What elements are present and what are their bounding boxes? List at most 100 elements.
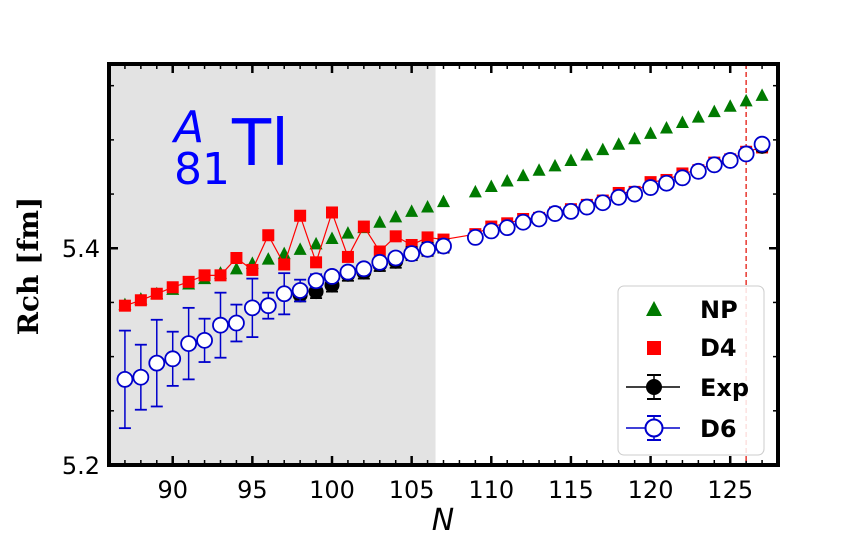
d4-point bbox=[262, 229, 275, 242]
d6-point bbox=[403, 245, 421, 263]
d6-point bbox=[259, 297, 277, 315]
d4-point bbox=[182, 275, 195, 288]
d6-point bbox=[530, 210, 548, 228]
y-tick-labels: 5.2 5.4 bbox=[62, 235, 100, 480]
np-point bbox=[468, 184, 482, 198]
d4-point bbox=[134, 294, 147, 307]
d4-point bbox=[246, 263, 259, 276]
d4-point bbox=[294, 209, 307, 222]
isotope-proton-number: 81 bbox=[174, 144, 230, 195]
d6-point bbox=[466, 229, 484, 246]
np-point bbox=[628, 131, 642, 145]
isotope-label: A 81 Tl bbox=[171, 102, 289, 195]
d4-point bbox=[310, 256, 323, 269]
d4-point bbox=[278, 258, 291, 271]
d6-point bbox=[355, 260, 373, 278]
d6-point bbox=[291, 282, 309, 299]
d6-point bbox=[689, 162, 707, 180]
x-tick-label: 100 bbox=[309, 476, 355, 504]
d6-point bbox=[116, 370, 134, 388]
d6-point bbox=[546, 205, 564, 222]
d6-point bbox=[737, 145, 755, 163]
d6-point bbox=[275, 285, 293, 303]
legend-entry-d4: D4 bbox=[647, 334, 737, 362]
x-tick-label: 125 bbox=[707, 476, 753, 504]
y-axis-label: Rch [fm] bbox=[12, 197, 45, 336]
np-point bbox=[723, 99, 737, 112]
np-point bbox=[580, 148, 594, 161]
d6-point bbox=[610, 188, 628, 206]
legend-entry-exp: Exp bbox=[626, 374, 749, 402]
d6-point bbox=[562, 202, 580, 220]
d4-point bbox=[214, 269, 227, 282]
np-point bbox=[261, 252, 275, 265]
d4-point bbox=[150, 287, 163, 300]
x-tick-label: 110 bbox=[468, 476, 514, 504]
np-point bbox=[596, 142, 610, 156]
legend-marker-d4 bbox=[647, 341, 661, 355]
legend-entry-d6: D6 bbox=[626, 415, 737, 443]
d6-point bbox=[658, 174, 675, 192]
d6-point bbox=[753, 135, 771, 153]
np-point bbox=[532, 163, 546, 176]
d6-point bbox=[339, 263, 357, 281]
np-point bbox=[437, 194, 450, 208]
d4-point bbox=[341, 250, 354, 263]
x-axis-label: N bbox=[432, 503, 454, 533]
legend-marker-d6 bbox=[644, 418, 664, 438]
d6-point bbox=[228, 314, 245, 332]
np-point bbox=[707, 104, 721, 118]
np-point bbox=[293, 242, 307, 255]
np-point bbox=[309, 236, 323, 250]
np-point bbox=[660, 120, 673, 134]
np-point bbox=[341, 226, 355, 239]
isotope-symbol: Tl bbox=[231, 107, 289, 181]
d6-point bbox=[482, 222, 500, 240]
data-marks bbox=[116, 88, 771, 430]
d4-point bbox=[230, 251, 243, 264]
d6-point bbox=[387, 249, 405, 267]
x-tick-label: 90 bbox=[157, 476, 188, 504]
d4-point bbox=[357, 220, 370, 233]
d6-point bbox=[419, 240, 436, 258]
np-point bbox=[612, 137, 626, 150]
d4-point bbox=[421, 231, 434, 244]
d6-point bbox=[180, 335, 198, 353]
legend-label-exp: Exp bbox=[700, 374, 749, 402]
np-point bbox=[691, 110, 705, 123]
np-point bbox=[755, 88, 769, 101]
legend-box bbox=[617, 285, 765, 456]
d6-point bbox=[578, 198, 596, 216]
np-point bbox=[484, 179, 498, 192]
d6-point bbox=[498, 219, 516, 237]
plot-frame bbox=[107, 62, 780, 467]
d6-point bbox=[371, 253, 389, 271]
np-point bbox=[739, 93, 753, 107]
d6-point bbox=[594, 194, 612, 212]
np-point bbox=[373, 215, 387, 228]
d4-point bbox=[389, 230, 402, 243]
np-point bbox=[516, 168, 530, 182]
np-point bbox=[564, 153, 578, 166]
d6-point bbox=[307, 272, 325, 290]
d6-point bbox=[721, 152, 739, 169]
np-point bbox=[421, 200, 435, 213]
d6-point bbox=[705, 156, 723, 174]
d6-point bbox=[674, 169, 691, 187]
legend-label-d6: D6 bbox=[700, 415, 737, 443]
legend-marker-np bbox=[646, 301, 662, 316]
x-tick-labels: 90 95 100 105 110 115 120 125 bbox=[157, 476, 753, 504]
d4-point bbox=[326, 206, 338, 219]
np-point bbox=[325, 231, 339, 244]
legend-label-d4: D4 bbox=[700, 334, 737, 362]
d6-point bbox=[132, 368, 150, 386]
d6-point bbox=[164, 350, 182, 368]
d6-point bbox=[642, 179, 659, 196]
legend-label-np: NP bbox=[700, 296, 738, 324]
d4-point bbox=[198, 269, 211, 282]
np-point bbox=[405, 204, 419, 217]
x-tick-label: 115 bbox=[548, 476, 594, 504]
d6-point bbox=[626, 185, 644, 203]
x-tick-label: 105 bbox=[389, 476, 435, 504]
x-tick-label: 120 bbox=[628, 476, 674, 504]
